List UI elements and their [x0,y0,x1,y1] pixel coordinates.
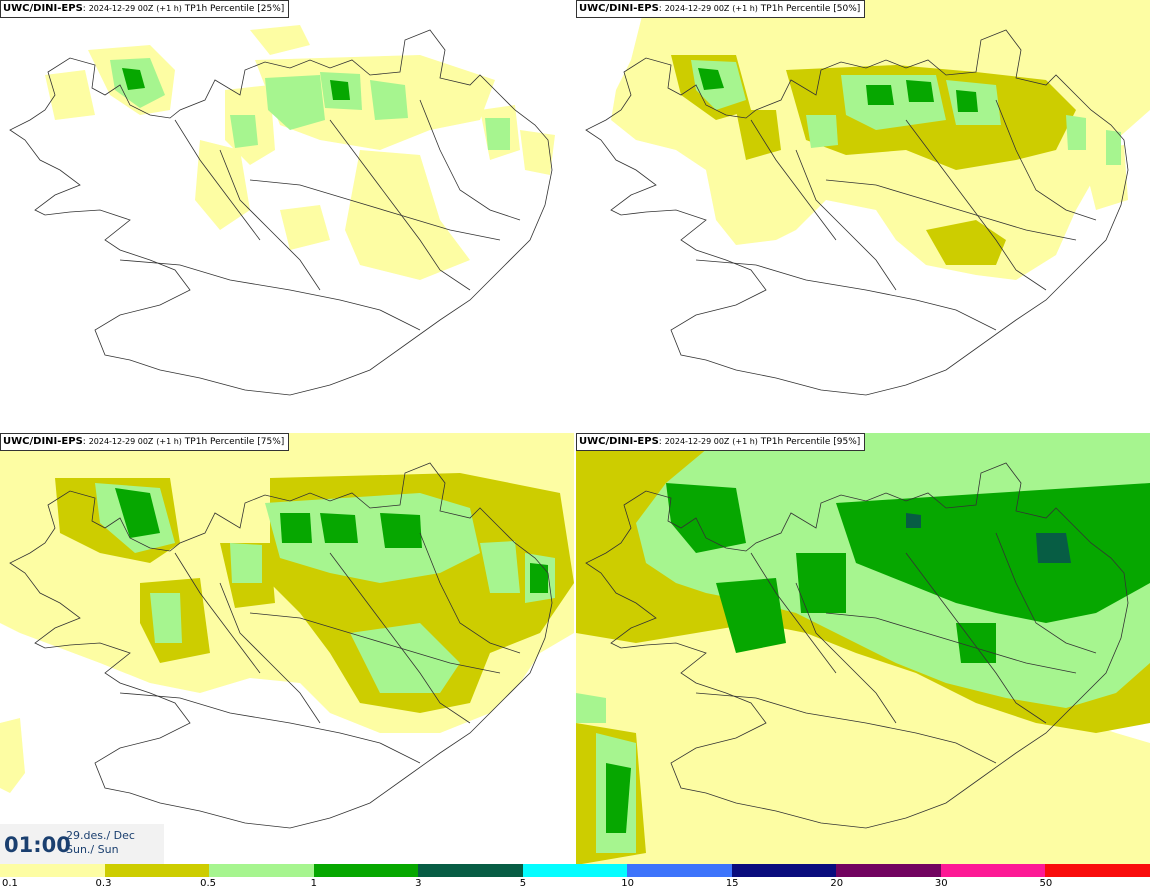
precip-map-p50 [585,0,1150,396]
valid-time-box: 01:00 29.des./ Dec Sun./ Sun [0,824,164,864]
map-panel-p25: UWC/DINI-EPS: 2024-12-29 00Z (+1 h) TP1h… [0,0,574,432]
precip-heavy-area [122,68,350,100]
panel-title: UWC/DINI-EPS: 2024-12-29 00Z (+1 h) TP1h… [576,0,866,18]
precip-very-heavy-area [906,513,1071,563]
colorbar-tick-label: 50 [1039,878,1053,889]
colorbar-swatch [209,864,314,877]
colorbar-tick-label: 5 [519,878,527,889]
valid-date: 29.des./ Dec Sun./ Sun [66,829,135,857]
precip-map-p25 [9,25,555,396]
colorbar-swatches [0,864,1150,877]
coastline-and-roads [9,29,553,396]
colorbar-swatch [836,864,941,877]
precip-colorbar: 0.1 0.3 0.5 1 3 5 10 15 20 30 50 [0,864,1150,891]
colorbar-tick-label: 3 [415,878,422,889]
precip-heavy-area [115,488,548,593]
colorbar-swatch [940,864,1046,877]
colorbar-tick-label: 0.1 [2,878,18,889]
colorbar-tick-label: 1 [310,878,317,889]
precip-map-p75 [0,433,574,829]
colorbar-swatch [0,864,105,877]
map-panel-p95: UWC/DINI-EPS: 2024-12-29 00Z (+1 h) TP1h… [576,433,1150,865]
map-panel-p50: UWC/DINI-EPS: 2024-12-29 00Z (+1 h) TP1h… [576,0,1150,432]
colorbar-tick-label: 30 [934,878,948,889]
valid-day-line: Sun./ Sun [66,843,119,856]
colorbar-swatch [104,864,210,877]
map-panel-p75: UWC/DINI-EPS: 2024-12-29 00Z (+1 h) TP1h… [0,433,574,865]
panel-title: UWC/DINI-EPS: 2024-12-29 00Z (+1 h) TP1h… [576,433,866,451]
colorbar-tick-label: 10 [621,878,634,889]
colorbar-tick-label: 15 [725,878,739,889]
precip-medium-area [95,483,555,693]
valid-time: 01:00 [4,833,71,857]
precip-heavy-area [698,68,978,112]
colorbar-swatch [418,864,523,877]
colorbar-swatch [313,864,419,877]
colorbar-tick-label: 0.3 [95,878,112,889]
colorbar-swatch [731,864,837,877]
precip-map-p95 [576,433,1150,865]
valid-date-line: 29.des./ Dec [66,829,135,842]
panel-title: UWC/DINI-EPS: 2024-12-29 00Z (+1 h) TP1h… [0,0,290,18]
panel-title: UWC/DINI-EPS: 2024-12-29 00Z (+1 h) TP1h… [0,433,290,451]
colorbar-swatch [522,864,628,877]
coastline-and-roads [585,29,1129,396]
colorbar-swatch [1045,864,1150,877]
coastline-and-roads [585,462,1129,829]
coastline-and-roads [9,462,553,829]
colorbar-swatch [627,864,732,877]
colorbar-tick-label: 20 [830,878,844,889]
colorbar-tick-label: 0.5 [200,878,216,889]
